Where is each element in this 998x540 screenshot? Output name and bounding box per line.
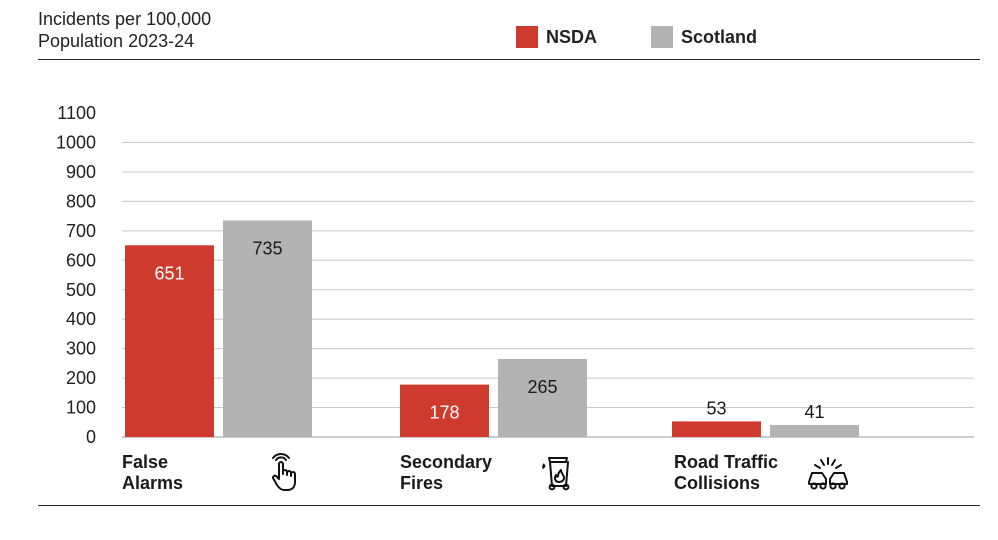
bar-scotland-false-alarms — [223, 220, 312, 437]
y-tick-label-1100: 1100 — [57, 103, 96, 123]
data-label-nsda-false-alarms: 651 — [154, 263, 184, 283]
car-collision-icon — [808, 457, 848, 490]
y-tick-label-1000: 1000 — [56, 133, 96, 153]
data-label-scotland-road-traffic-collisions: 41 — [804, 402, 824, 422]
pointing-hand-icon — [272, 453, 296, 491]
y-tick-label-0: 0 — [86, 427, 96, 447]
category-label-secondary-fires-line1: Secondary — [400, 452, 493, 472]
category-label-false-alarms: False Alarms — [122, 452, 183, 494]
bar-scotland-secondary-fires — [498, 358, 587, 437]
category-label-road-traffic-collisions: Road Traffic Collisions — [674, 452, 778, 494]
bar-nsda-road-traffic-collisions — [672, 421, 761, 437]
y-tick-label-900: 900 — [66, 162, 96, 182]
category-label-rtc-line1: Road Traffic — [674, 452, 779, 472]
y-tick-label-700: 700 — [66, 221, 96, 241]
burning-bin-icon — [542, 457, 570, 491]
y-tick-label-300: 300 — [66, 339, 96, 359]
category-label-false-alarms-line1: False — [122, 452, 169, 472]
chart-title-line1: Incidents per 100,000 — [38, 9, 212, 29]
legend-label-nsda: NSDA — [546, 26, 598, 47]
category-label-rtc-line2: Collisions — [674, 473, 761, 493]
legend-label-scotland: Scotland — [681, 26, 758, 47]
y-tick-label-400: 400 — [66, 309, 96, 329]
data-label-nsda-secondary-fires: 178 — [429, 403, 459, 423]
chart-title-line2: Population 2023-24 — [38, 31, 195, 51]
category-label-false-alarms-line2: Alarms — [122, 473, 184, 493]
data-label-nsda-road-traffic-collisions: 53 — [706, 398, 726, 418]
data-label-scotland-secondary-fires: 265 — [527, 377, 557, 397]
y-tick-label-800: 800 — [66, 191, 96, 211]
footer-divider — [38, 505, 980, 506]
legend: NSDA Scotland — [516, 26, 811, 48]
category-label-secondary-fires-line2: Fires — [400, 473, 444, 493]
category-label-secondary-fires: Secondary Fires — [400, 452, 492, 494]
y-tick-label-100: 100 — [66, 398, 96, 418]
legend-item-scotland: Scotland — [651, 26, 757, 48]
chart-title: Incidents per 100,000 Population 2023-24 — [38, 8, 211, 52]
bar-scotland-road-traffic-collisions — [770, 424, 859, 437]
data-label-scotland-false-alarms: 735 — [252, 239, 282, 259]
y-tick-label-200: 200 — [66, 368, 96, 388]
header-divider — [38, 59, 980, 60]
bar-nsda-secondary-fires — [400, 384, 489, 437]
legend-swatch-nsda — [516, 26, 538, 48]
y-tick-label-500: 500 — [66, 280, 96, 300]
bar-nsda-false-alarms — [125, 245, 214, 437]
y-tick-label-600: 600 — [66, 250, 96, 270]
legend-item-nsda: NSDA — [516, 26, 597, 48]
legend-swatch-scotland — [651, 26, 674, 48]
